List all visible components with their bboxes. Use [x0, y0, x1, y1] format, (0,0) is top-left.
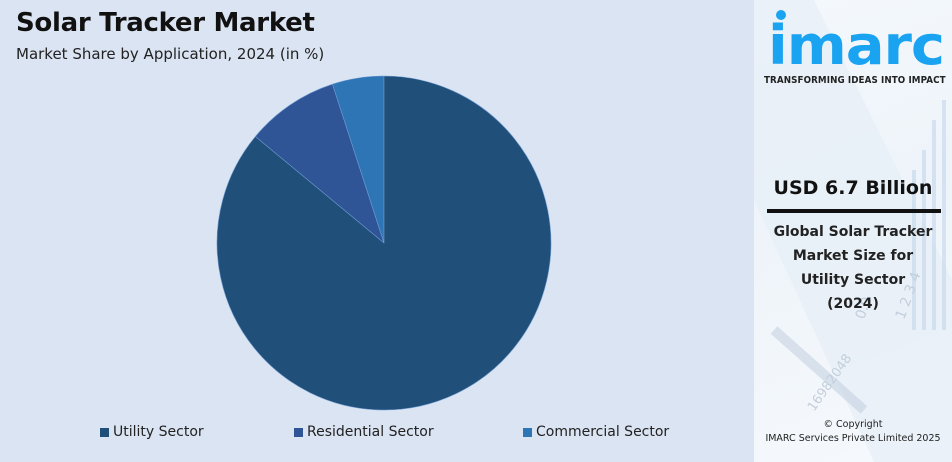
legend-label: Residential Sector	[307, 424, 434, 440]
description-line: (2024)	[827, 296, 879, 312]
legend-swatch-commercial	[523, 427, 532, 437]
pie-slice-utility-sector	[216, 75, 552, 411]
svg-text:imarc: imarc	[768, 14, 944, 68]
brand-tagline: TRANSFORMING IDEAS INTO IMPACT	[764, 75, 946, 86]
legend-item-utility: Utility Sector	[100, 424, 204, 440]
copyright: © Copyright IMARC Services Private Limit…	[754, 418, 952, 446]
divider	[767, 209, 941, 213]
copyright-line: © Copyright	[823, 419, 883, 430]
legend-label: Utility Sector	[113, 424, 204, 440]
description-line: Global Solar Tracker	[773, 224, 933, 240]
legend-item-commercial: Commercial Sector	[523, 424, 669, 440]
background-decoration: 0.0 1 2 3 4 16982048	[754, 0, 952, 462]
chart-subtitle: Market Share by Application, 2024 (in %)	[16, 45, 325, 63]
chart-panel: Solar Tracker Market Market Share by App…	[0, 8, 754, 442]
highlight-value: USD 6.7 Billion	[773, 177, 933, 199]
svg-text:0.0: 0.0	[853, 295, 876, 321]
pie-slice-residential-sector	[254, 83, 385, 244]
legend-label: Commercial Sector	[536, 424, 670, 440]
legend-swatch-utility	[100, 427, 109, 437]
pie-chart	[216, 75, 552, 411]
description-line: Market Size for	[792, 248, 914, 264]
legend-swatch-residential	[294, 427, 303, 437]
info-sidebar: 0.0 1 2 3 4 16982048 imarc TRANSFORMING …	[754, 0, 952, 462]
imarc-logo: imarc	[768, 10, 945, 68]
highlight-description: Global Solar Tracker Market Size for Uti…	[754, 220, 952, 316]
legend-item-residential: Residential Sector	[294, 424, 434, 440]
copyright-line: IMARC Services Private Limited 2025	[765, 433, 941, 444]
chart-legend: Utility Sector Residential Sector Commer…	[0, 424, 754, 442]
chart-title: Solar Tracker Market	[16, 8, 315, 38]
description-line: Utility Sector	[800, 272, 906, 288]
